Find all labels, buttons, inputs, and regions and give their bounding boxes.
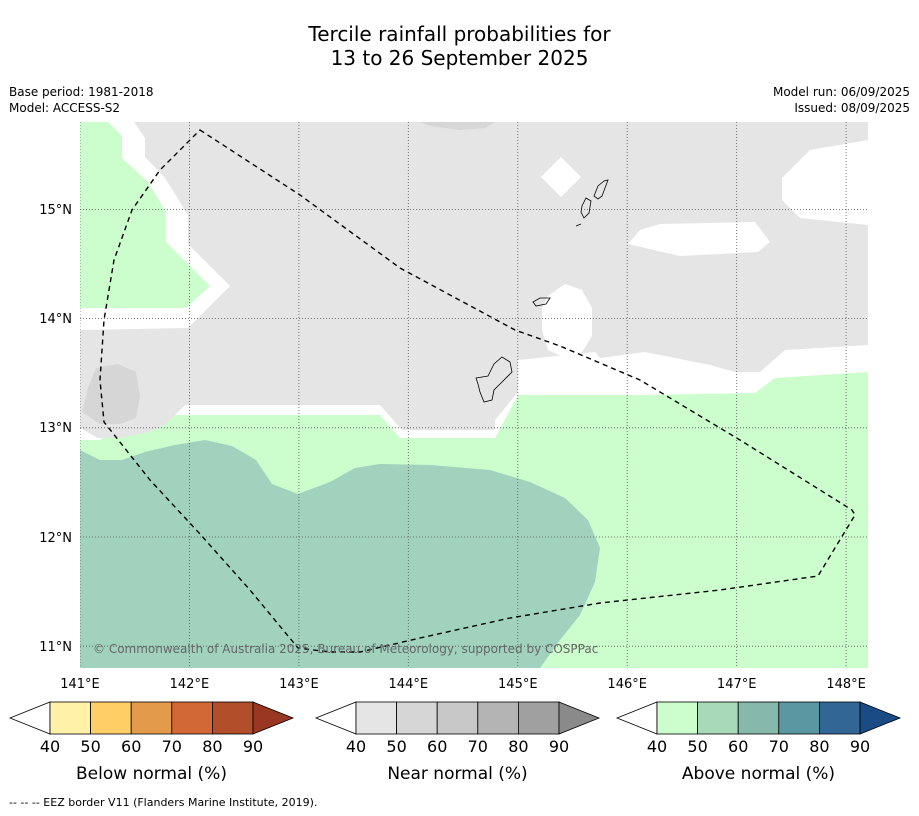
latitude-grid bbox=[80, 208, 868, 647]
lat-label: 11°N bbox=[39, 640, 72, 655]
colorbar-cell bbox=[477, 701, 519, 735]
colorbar-min-extension bbox=[615, 701, 658, 735]
colorbar-min-extension bbox=[8, 701, 51, 735]
lon-label: 148°E bbox=[826, 677, 866, 692]
colorbar-0: 40 50 60 70 80 90 Below normal (%) bbox=[8, 701, 295, 784]
near-normal-50-top-strip bbox=[420, 122, 495, 130]
colorbar-tick-label: 70 bbox=[769, 737, 789, 756]
colorbar-cell bbox=[778, 701, 820, 735]
longitude-grid bbox=[80, 122, 847, 668]
island-tinian bbox=[580, 197, 592, 219]
colorbar-cell bbox=[171, 701, 213, 735]
longitude-labels: 141°E 142°E 143°E 144°E 145°E 146°E 147°… bbox=[60, 677, 866, 692]
island-saipan bbox=[593, 179, 609, 200]
colorbar-label: Near normal (%) bbox=[387, 764, 527, 784]
colorbar-cell bbox=[819, 701, 861, 735]
latitude-labels: 15°N 14°N 13°N 12°N 11°N bbox=[39, 203, 72, 655]
colorbar-cell bbox=[211, 701, 254, 735]
lat-label: 12°N bbox=[39, 531, 72, 546]
colorbar-cell bbox=[436, 701, 479, 735]
island-aguijan bbox=[575, 223, 582, 227]
colorbar-cell bbox=[737, 701, 780, 735]
colorbar-tick-label: 70 bbox=[468, 737, 488, 756]
colorbar-max-extension bbox=[859, 701, 902, 735]
title-line-2: 13 to 26 September 2025 bbox=[330, 46, 589, 70]
white-patch-diamond bbox=[541, 157, 581, 197]
base-period: Base period: 1981-2018 bbox=[9, 85, 154, 99]
colorbar-tick-label: 60 bbox=[121, 737, 141, 756]
colorbar-2: 40 50 60 70 80 90 Above normal (%) bbox=[615, 701, 902, 784]
colorbar-cell bbox=[518, 701, 560, 735]
lat-label: 13°N bbox=[39, 421, 72, 436]
map-plot-area: © Commonwealth of Australia 2025, Bureau… bbox=[80, 122, 868, 668]
lon-label: 147°E bbox=[717, 677, 757, 692]
colorbar-tick-label: 80 bbox=[202, 737, 222, 756]
model-name: Model: ACCESS-S2 bbox=[9, 101, 121, 115]
colorbar-tick-label: 40 bbox=[346, 737, 366, 756]
eez-border bbox=[99, 129, 856, 653]
colorbar-tick-label: 50 bbox=[687, 737, 707, 756]
island-guam bbox=[475, 356, 513, 403]
colorbar-cell bbox=[396, 701, 438, 735]
lon-label: 143°E bbox=[279, 677, 319, 692]
colorbar-tick-label: 90 bbox=[850, 737, 870, 756]
colorbar-cell bbox=[355, 701, 397, 735]
white-patch-central bbox=[542, 284, 592, 358]
colorbar-tick-label: 60 bbox=[728, 737, 748, 756]
colorbar-tick-label: 40 bbox=[40, 737, 60, 756]
colorbar-cell bbox=[130, 701, 173, 735]
colorbar-tick-label: 40 bbox=[647, 737, 667, 756]
lon-label: 141°E bbox=[60, 677, 100, 692]
info-left: Base period: 1981-2018 Model: ACCESS-S2 bbox=[9, 84, 154, 116]
lon-label: 146°E bbox=[607, 677, 647, 692]
issued-date: Issued: 08/09/2025 bbox=[794, 101, 910, 115]
colorbar-tick-label: 60 bbox=[427, 737, 447, 756]
eez-footnote: -- -- -- EEZ border V11 (Flanders Marine… bbox=[9, 796, 318, 809]
colorbar-tick-label: 80 bbox=[809, 737, 829, 756]
colorbar-tick-label: 70 bbox=[162, 737, 182, 756]
colorbars: 40 50 60 70 80 90 Below normal (%) 40 50 60 70 80 90… bbox=[8, 701, 902, 784]
above-normal-40-region-northwest bbox=[80, 122, 210, 308]
white-patch-northeast bbox=[782, 140, 868, 225]
colorbar-cell bbox=[49, 701, 91, 735]
model-run: Model run: 06/09/2025 bbox=[772, 85, 910, 99]
copyright-text: © Commonwealth of Australia 2025, Bureau… bbox=[93, 642, 598, 656]
near-normal-50-patch bbox=[82, 364, 140, 424]
lat-label: 14°N bbox=[39, 312, 72, 327]
colorbar-1: 40 50 60 70 80 90 Near normal (%) bbox=[314, 701, 601, 784]
colorbar-tick-label: 50 bbox=[80, 737, 100, 756]
colorbar-label: Above normal (%) bbox=[682, 764, 835, 784]
colorbar-cell bbox=[656, 701, 698, 735]
title-line-1: Tercile rainfall probabilities for bbox=[308, 22, 611, 46]
colorbar-cell bbox=[90, 701, 132, 735]
lat-label: 15°N bbox=[39, 203, 72, 218]
colorbar-tick-label: 50 bbox=[386, 737, 406, 756]
info-right: Model run: 06/09/2025 Issued: 08/09/2025 bbox=[773, 84, 910, 116]
colorbar-max-extension bbox=[252, 701, 295, 735]
above-normal-50-region bbox=[80, 440, 600, 668]
colorbar-tick-label: 90 bbox=[549, 737, 569, 756]
lon-label: 145°E bbox=[498, 677, 538, 692]
lon-label: 142°E bbox=[170, 677, 210, 692]
colorbar-min-extension bbox=[314, 701, 357, 735]
white-patch-east bbox=[628, 222, 770, 256]
map-title: Tercile rainfall probabilities for 13 to… bbox=[0, 22, 919, 70]
colorbar-tick-label: 90 bbox=[243, 737, 263, 756]
near-normal-40-region bbox=[80, 122, 868, 438]
colorbar-max-extension bbox=[558, 701, 601, 735]
lon-label: 144°E bbox=[389, 677, 429, 692]
colorbar-cell bbox=[697, 701, 739, 735]
colorbar-tick-label: 80 bbox=[508, 737, 528, 756]
colorbar-label: Below normal (%) bbox=[76, 764, 227, 784]
island-rota bbox=[532, 297, 551, 307]
islands bbox=[475, 179, 609, 403]
